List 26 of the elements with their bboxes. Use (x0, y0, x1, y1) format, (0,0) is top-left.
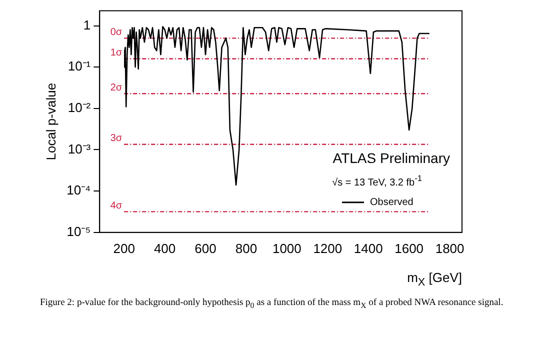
x-tick-label: 600 (194, 240, 216, 256)
x-tick-label: 400 (154, 240, 176, 256)
y-axis-title: Local p-value (43, 82, 58, 160)
ref-line-label: 3σ (110, 133, 123, 144)
legend-label: Observed (370, 197, 414, 208)
x-tick-label: 200 (113, 240, 135, 256)
y-tick-label: 10⁻¹ (68, 58, 92, 74)
ref-line-label: 1σ (110, 48, 123, 59)
y-tick-label: 10⁻⁴ (66, 182, 91, 198)
ref-line-label: 0σ (110, 26, 123, 38)
x-tick-label: 1600 (394, 240, 424, 256)
y-tick-label: 10⁻⁵ (66, 224, 91, 239)
x-axis-title: m$_{X}$ [GeV] (407, 270, 462, 289)
y-tick-label: 10⁻² (68, 100, 92, 115)
x-tick-label: 800 (235, 240, 258, 256)
annotation: √s = 13 TeV, 3.2 fb$^{-1}$ (332, 172, 422, 188)
x-tick-label: 1000 (272, 240, 302, 256)
caption: Figure 2: p-value for the background-only hypothesis p$_{0}$ as a function of the mass m$_{X}$ of a probed NWA resonance signal. (40, 297, 504, 312)
y-tick-label: 1 (83, 17, 91, 32)
x-tick-label: 1800 (435, 240, 464, 256)
ref-line-label: 2σ (110, 82, 123, 94)
y-tick-label: 10⁻³ (68, 141, 92, 156)
x-tick-label: 1200 (313, 240, 342, 256)
x-tick-label: 1400 (354, 240, 383, 256)
annotation: ATLAS Preliminary (332, 150, 450, 166)
ref-line-label: 4σ (110, 200, 123, 212)
